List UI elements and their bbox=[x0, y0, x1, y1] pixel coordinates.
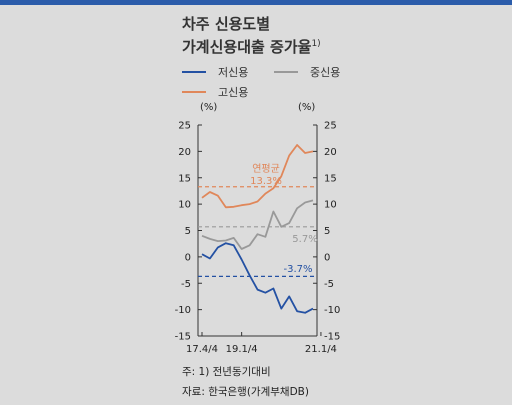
legend-item-high: 고신용 bbox=[182, 84, 248, 100]
y-tick-label-right: 25 bbox=[324, 121, 337, 132]
y-tick-label-left: 5 bbox=[185, 226, 191, 237]
title-note-mark: 1) bbox=[311, 39, 321, 49]
legend-swatch-mid bbox=[274, 71, 298, 73]
x-tick-label: 19.1/4 bbox=[226, 344, 258, 355]
footnote: 주: 1) 전년동기대비 bbox=[182, 366, 271, 378]
y-tick-label-left: 0 bbox=[185, 252, 191, 263]
y-tick-label-right: 0 bbox=[324, 252, 330, 263]
title-line-1: 차주 신용도별 bbox=[182, 15, 271, 33]
y-tick-label-right: 15 bbox=[324, 173, 337, 184]
legend-swatch-high bbox=[182, 91, 206, 93]
y-tick-label-right: -5 bbox=[324, 279, 334, 290]
y-axis-label-right: (%) bbox=[298, 102, 315, 113]
average-label-title: 연평균 bbox=[252, 163, 280, 175]
y-tick-label-right: 20 bbox=[324, 147, 337, 158]
average-label-value: -3.7% bbox=[283, 264, 312, 275]
x-tick-label: 21.1/4 bbox=[305, 344, 337, 355]
top-accent-bar bbox=[0, 0, 512, 5]
y-tick-label-left: -5 bbox=[181, 279, 191, 290]
y-tick-label-right: 10 bbox=[324, 200, 337, 211]
legend-swatch-low bbox=[182, 71, 206, 73]
legend-label-high: 고신용 bbox=[218, 86, 249, 99]
series-line-0 bbox=[201, 242, 314, 314]
y-tick-label-right: -15 bbox=[324, 332, 340, 343]
average-label-value: 5.7% bbox=[292, 234, 317, 245]
legend-label-low: 저신용 bbox=[218, 66, 249, 79]
y-tick-label-left: 25 bbox=[178, 121, 191, 132]
y-tick-label-right: -10 bbox=[324, 305, 340, 316]
title-line-2: 가계신용대출 증가율 bbox=[182, 38, 312, 56]
y-tick-label-left: 15 bbox=[178, 173, 191, 184]
chart-title: 차주 신용도별 가계신용대출 증가율1) bbox=[182, 14, 321, 57]
legend-item-low: 저신용 bbox=[182, 64, 248, 80]
y-tick-label-left: -10 bbox=[175, 305, 191, 316]
series-line-1 bbox=[201, 199, 314, 250]
series-line-2 bbox=[201, 144, 314, 209]
x-tick-label: 17.4/4 bbox=[186, 344, 218, 355]
y-axis-label-left: (%) bbox=[200, 102, 217, 113]
average-label-value: 13.3% bbox=[250, 176, 282, 187]
y-tick-label-left: 10 bbox=[178, 200, 191, 211]
legend-label-mid: 중신용 bbox=[310, 66, 341, 79]
legend-item-mid: 중신용 bbox=[274, 64, 340, 80]
source-note: 자료: 한국은행(가계부채DB) bbox=[182, 386, 309, 398]
plot-area: -15 -15 -10 -10 -5 -5 0 0 5 5 10 10 15 15 20 20 25 25 17.4… bbox=[175, 121, 341, 356]
y-tick-label-left: -15 bbox=[175, 332, 191, 343]
y-tick-label-left: 20 bbox=[178, 147, 191, 158]
y-tick-label-right: 5 bbox=[324, 226, 330, 237]
